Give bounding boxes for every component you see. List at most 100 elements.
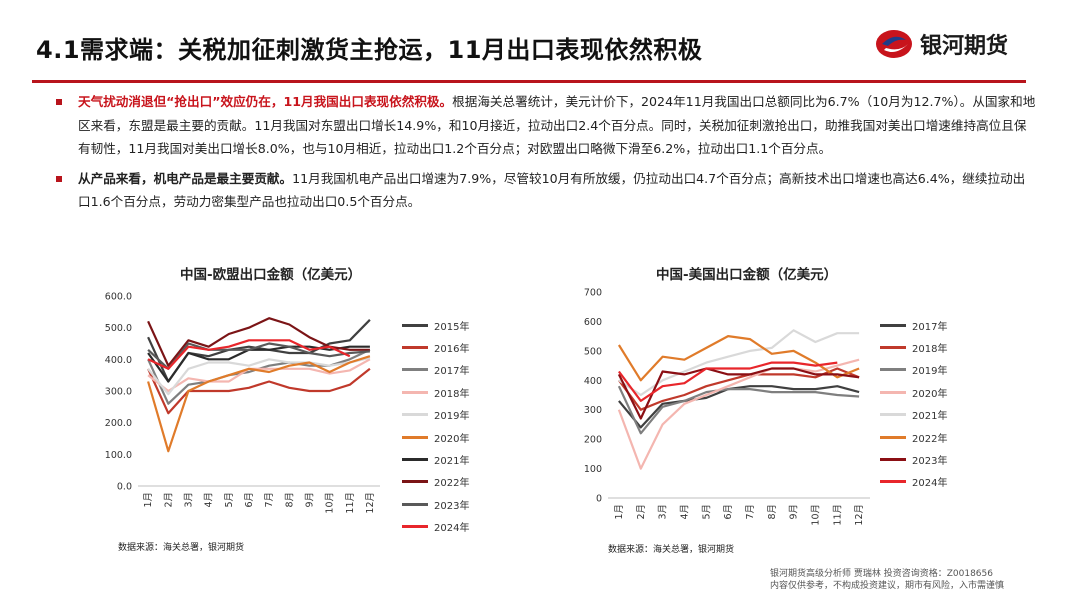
legend-eu: 2015年 2016年 2017年 2018年 2019年 2020年 2021年 2022年… [402, 314, 469, 538]
y-tick-label: 200 [584, 435, 602, 446]
chart-eu-exports: 0.0 100.0 200.0 300.0 400.0 500.0 600.0 1月 2月 3月 4… [105, 292, 380, 514]
title-divider [32, 80, 1026, 83]
series-line-2018年 [147, 358, 371, 393]
legend-swatch [402, 413, 428, 417]
legend-label: 2019年 [912, 366, 948, 378]
bullet-item-1: 天气扰动消退但“抢出口”效应仍在，11月我国出口表现依然积极。根据海关总署统计，… [56, 90, 1036, 161]
legend-label: 2024年 [912, 478, 948, 490]
legend-swatch [880, 435, 906, 439]
x-tick-label: 9月 [789, 504, 800, 520]
x-tick-label: 5月 [701, 504, 712, 520]
legend-swatch [880, 346, 906, 350]
legend-label: 2023年 [434, 500, 470, 512]
legend-label: 2024年 [434, 523, 470, 535]
footer-analyst: 银河期货高级分析师 贾瑞林 投资咨询资格：Z0018656 [770, 569, 993, 579]
series-line-2019年 [147, 356, 371, 396]
legend-us: 2017年 2018年 2019年 2020年 2021年 2022年 2023年 2024年 [880, 314, 947, 493]
legend-item: 2019年 [402, 404, 469, 426]
series-line-2020年 [147, 355, 371, 453]
footer-risk-note: 内容仅供参考，不构成投资建议，期市有风险，入市需谨慎 [770, 581, 1005, 591]
y-tick-label: 300 [584, 405, 602, 416]
x-tick-label: 4月 [679, 504, 690, 520]
legend-swatch [880, 368, 906, 372]
series-line-2016年 [147, 367, 371, 415]
series-line-2023年 [617, 367, 860, 420]
legend-label: 2017年 [912, 321, 948, 333]
chart-title-eu: 中国-欧盟出口金额（亿美元） [180, 267, 362, 283]
legend-item: 2020年 [402, 426, 469, 448]
legend-swatch [402, 346, 428, 350]
y-tick-label: 700 [584, 288, 602, 299]
x-tick-label: 11月 [345, 492, 356, 514]
brand-logo: 银河期货 [874, 26, 1008, 62]
legend-item: 2018年 [402, 381, 469, 403]
y-tick-label: 600.0 [105, 292, 132, 303]
legend-swatch [880, 413, 906, 417]
chart-us-exports: 0 100 200 300 400 500 600 700 1月 2月 3月 4月 5月 6月 7月 8月 9月… [584, 288, 870, 525]
y-tick-label: 300.0 [105, 387, 132, 398]
legend-item: 2020年 [880, 381, 947, 403]
x-tick-label: 6月 [723, 504, 734, 520]
x-tick-label: 8月 [284, 492, 295, 508]
bullet-lead: 从产品来看，机电产品是最主要贡献。 [78, 170, 293, 186]
legend-label: 2020年 [434, 433, 470, 445]
series-line-2024年 [147, 339, 351, 370]
bullet-list: 天气扰动消退但“抢出口”效应仍在，11月我国出口表现依然积极。根据海关总署统计，… [56, 90, 1036, 220]
y-tick-label: 0.0 [117, 482, 132, 493]
y-tick-label: 400 [584, 376, 602, 387]
legend-swatch [880, 323, 906, 327]
legend-swatch [402, 525, 428, 529]
legend-label: 2019年 [434, 411, 470, 423]
x-tick-label: 12月 [365, 492, 376, 514]
legend-swatch [880, 458, 906, 462]
series-line-2019年 [617, 385, 860, 435]
x-tick-label: 5月 [224, 492, 235, 508]
y-tick-label: 500 [584, 346, 602, 357]
y-tick-label: 200.0 [105, 418, 132, 429]
y-tick-label: 0 [596, 494, 602, 505]
bullet-square-icon [56, 175, 62, 182]
legend-item: 2019年 [880, 359, 947, 381]
legend-item: 2023年 [402, 493, 469, 515]
x-tick-label: 3月 [183, 492, 194, 508]
legend-label: 2018年 [912, 344, 948, 356]
legend-label: 2023年 [912, 456, 948, 468]
legend-label: 2015年 [434, 321, 470, 333]
chart-title-us: 中国-美国出口金额（亿美元） [656, 267, 838, 283]
galaxy-logo-icon [876, 30, 912, 58]
x-tick-label: 9月 [304, 492, 315, 508]
legend-item: 2015年 [402, 314, 469, 336]
brand-name: 银河期货 [920, 34, 1009, 59]
series-line-2018年 [618, 367, 860, 411]
bullet-square-icon [56, 99, 62, 105]
legend-label: 2022年 [434, 478, 470, 490]
x-tick-label: 2月 [636, 504, 647, 520]
footer-disclaimer: 银河期货高级分析师 贾瑞林 投资咨询资格：Z0018656 内容仅供参考，不构成… [770, 568, 1004, 592]
y-tick-label: 100 [584, 464, 602, 475]
page-title: 4.1需求端：关税加征刺激货主抢运，11月出口表现依然积极 [36, 36, 703, 64]
legend-label: 2016年 [434, 344, 470, 356]
x-tick-label: 10月 [325, 492, 336, 514]
legend-swatch [402, 390, 428, 394]
legend-swatch [880, 390, 906, 394]
x-tick-label: 1月 [143, 492, 154, 508]
series-line-2020年 [617, 358, 860, 470]
legend-swatch [402, 502, 428, 506]
x-tick-label: 8月 [767, 504, 778, 520]
chart-source-eu: 数据来源：海关总署，银河期货 [118, 543, 245, 553]
y-tick-label: 600 [584, 317, 602, 328]
x-tick-label: 12月 [854, 504, 865, 525]
legend-swatch [402, 368, 428, 372]
legend-item: 2023年 [880, 448, 947, 470]
legend-item: 2018年 [880, 336, 947, 358]
legend-swatch [402, 435, 428, 439]
legend-item: 2021年 [402, 448, 469, 470]
legend-item: 2016年 [402, 336, 469, 358]
bullet-lead: 天气扰动消退但“抢出口”效应仍在，11月我国出口表现依然积极。 [78, 94, 453, 109]
bullet-body: 11月我国机电产品出口增速为7.9%，尽管较10月有所放缓，仍拉动出口4.7个百… [78, 170, 1026, 210]
x-tick-label: 3月 [658, 504, 669, 520]
x-tick-label: 6月 [244, 492, 255, 508]
legend-item: 2024年 [880, 471, 947, 493]
bullet-body: 根据海关总署统计，美元计价下，2024年11月我国出口总额同比为6.7%（10月… [78, 94, 1036, 156]
legend-label: 2017年 [434, 366, 470, 378]
